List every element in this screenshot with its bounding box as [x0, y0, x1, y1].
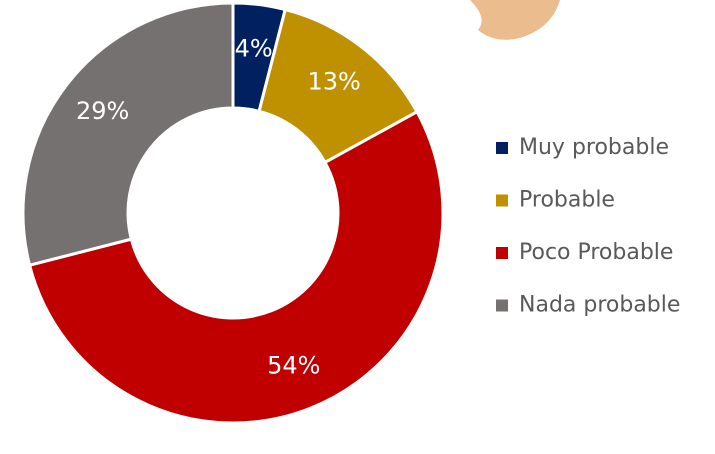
- legend-label: Probable: [519, 188, 615, 213]
- donut: [21, 1, 445, 425]
- slice: [27, 109, 445, 425]
- legend-swatch: [496, 247, 508, 259]
- data-label: 13%: [307, 68, 360, 96]
- legend-swatch: [496, 299, 508, 312]
- legend-swatch: [496, 194, 508, 207]
- data-label: 4%: [235, 34, 273, 62]
- data-label: 54%: [267, 351, 320, 379]
- data-label: 29%: [76, 97, 129, 125]
- legend-swatch: [496, 142, 508, 154]
- legend-label: Nada probable: [519, 293, 680, 318]
- slice: [21, 1, 235, 268]
- decoration: [470, 0, 560, 40]
- legend-label: Muy probable: [519, 135, 669, 160]
- legend: Muy probable Probable Poco Probable Nada pr…: [496, 135, 680, 318]
- legend-label: Poco Probable: [519, 240, 673, 265]
- data-labels: 4% 13% 54% 29%: [76, 34, 361, 379]
